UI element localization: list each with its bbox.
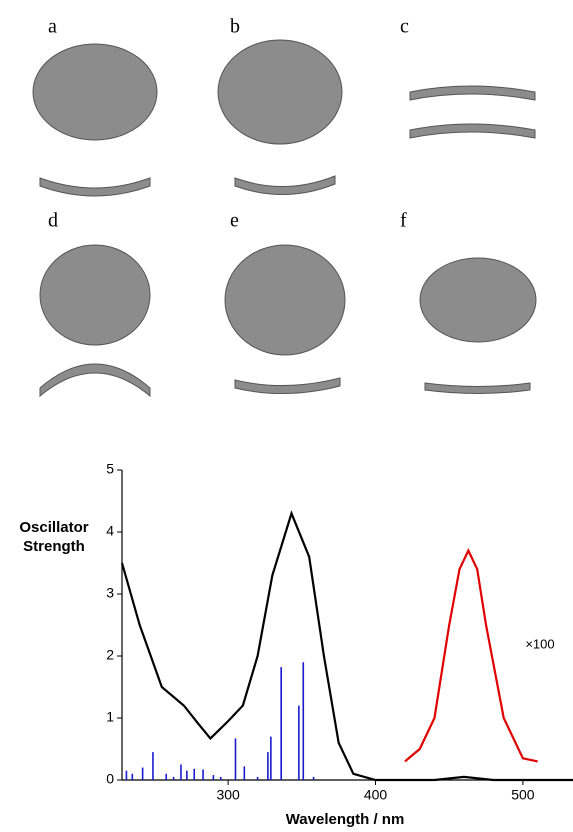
molecule-side (39, 177, 151, 197)
panel-label: a (48, 16, 57, 38)
molecule-side (424, 382, 531, 394)
molecule-top (224, 244, 346, 356)
molecule-side (234, 377, 341, 395)
y-axis-label: Oscillator Strength (19, 519, 89, 555)
y-tick-label: 4 (106, 523, 114, 539)
panel-label: f (400, 210, 407, 232)
molecule-top (32, 43, 158, 141)
molecules (32, 39, 537, 398)
y-tick-label: 2 (106, 647, 114, 663)
molecule-top (419, 257, 537, 343)
molecule-top (39, 244, 151, 346)
molecule-side (409, 123, 536, 139)
spectrum-line (120, 510, 573, 782)
y-tick-label: 3 (106, 585, 114, 601)
molecule-side (39, 363, 151, 398)
x-tick-label: 300 (216, 787, 240, 803)
panel-label: d (48, 210, 58, 232)
molecule-side (234, 175, 336, 196)
x-tick-label: 400 (364, 787, 388, 803)
y-tick-label: 1 (106, 709, 114, 725)
molecule-side (409, 85, 536, 101)
panel-label: e (230, 210, 239, 232)
y-tick-label: 0 (106, 771, 114, 787)
molecule-top (217, 39, 343, 145)
x-axis-label: Wavelength / nm (286, 811, 405, 828)
panel-label: b (230, 16, 240, 38)
x-tick-label: 500 (511, 787, 535, 803)
annotation: ×100 (525, 636, 554, 651)
y-tick-label: 5 (106, 461, 114, 477)
panel-label: c (400, 16, 409, 38)
spectrum-line (404, 548, 538, 763)
